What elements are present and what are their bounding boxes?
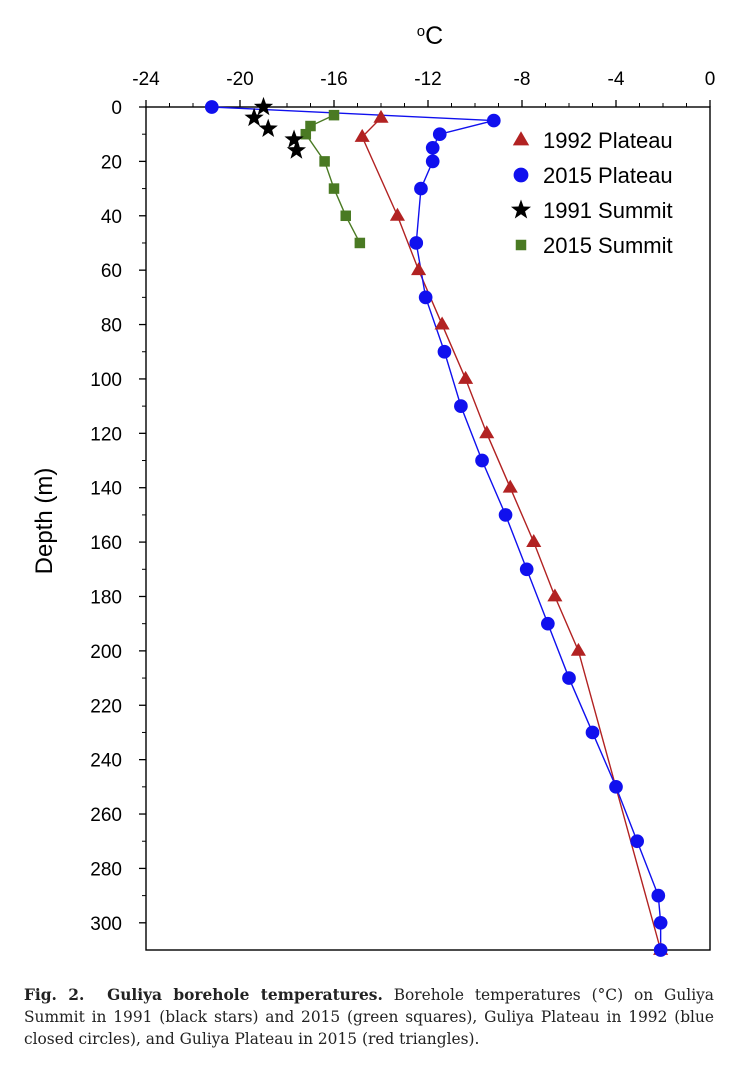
y-tick-label: 180 bbox=[90, 587, 122, 608]
data-point bbox=[425, 154, 440, 169]
data-point bbox=[498, 508, 513, 522]
x-tick-label: 0 bbox=[705, 69, 716, 90]
y-tick-label: 260 bbox=[90, 805, 122, 826]
data-point bbox=[389, 207, 406, 221]
data-point bbox=[515, 239, 527, 251]
series-line bbox=[304, 114, 361, 244]
data-point bbox=[411, 262, 427, 276]
data-point bbox=[502, 479, 518, 493]
data-point bbox=[319, 156, 330, 167]
y-tick-label: 60 bbox=[101, 261, 122, 282]
data-point bbox=[286, 140, 307, 159]
legend-label: 2015 Summit bbox=[543, 233, 673, 258]
x-tick-label: -24 bbox=[132, 69, 160, 90]
data-point bbox=[434, 316, 450, 330]
caption-text: Borehole temperatures (°C) on Guliya Sum… bbox=[24, 986, 714, 1048]
y-tick-label: 220 bbox=[90, 696, 122, 717]
legend: 1992 Plateau 2015 Plateau 1991 Summit 2015 … bbox=[510, 128, 673, 258]
data-point bbox=[609, 779, 623, 794]
y-tick-label: 40 bbox=[101, 207, 122, 228]
y-tick-label: 0 bbox=[111, 98, 122, 119]
data-point bbox=[328, 183, 340, 194]
data-point bbox=[305, 120, 316, 132]
x-axis-label: oC bbox=[417, 22, 443, 50]
caption-title: Guliya borehole temperatures. bbox=[107, 986, 383, 1004]
data-point bbox=[526, 534, 542, 548]
y-tick-label: 140 bbox=[90, 479, 122, 500]
y-tick-label: 100 bbox=[90, 370, 122, 391]
data-point bbox=[418, 290, 433, 305]
data-point bbox=[454, 399, 468, 413]
data-point bbox=[458, 370, 474, 384]
data-point bbox=[653, 943, 668, 957]
y-tick-label: 240 bbox=[90, 751, 122, 772]
data-point bbox=[414, 181, 428, 196]
data-point bbox=[510, 199, 532, 219]
data-point bbox=[547, 588, 563, 602]
data-point bbox=[570, 642, 586, 656]
data-point bbox=[585, 725, 600, 740]
data-point bbox=[425, 140, 440, 155]
y-tick-label: 200 bbox=[90, 642, 122, 663]
x-tick-label: -20 bbox=[226, 69, 253, 90]
data-point bbox=[653, 915, 668, 930]
y-tick-label: 80 bbox=[101, 316, 122, 337]
data-point bbox=[300, 128, 312, 140]
axes: -24 -20 -16 -12 -8 -4 0 0 20 40 60 80 100 120 140 160 18… bbox=[90, 69, 716, 951]
y-tick-label: 160 bbox=[90, 533, 122, 554]
data-point bbox=[253, 96, 274, 116]
data-point bbox=[409, 236, 424, 250]
figure-caption: Fig. 2. Guliya borehole temperatures. Bo… bbox=[24, 984, 714, 1050]
x-tick-label: -4 bbox=[608, 69, 625, 90]
legend-label: 2015 Plateau bbox=[543, 163, 673, 188]
data-point bbox=[630, 834, 644, 849]
data-point bbox=[651, 888, 666, 903]
data-point bbox=[354, 128, 370, 142]
data-point bbox=[437, 344, 452, 359]
y-tick-label: 120 bbox=[90, 424, 122, 445]
data-point bbox=[204, 100, 219, 114]
borehole-temperature-chart: -24 -20 -16 -12 -8 -4 0 0 20 40 60 80 100 120 140 160 18… bbox=[31, 22, 716, 957]
data-point bbox=[258, 118, 278, 137]
legend-label: 1991 Summit bbox=[543, 198, 673, 223]
data-point bbox=[512, 131, 530, 146]
data-point bbox=[340, 210, 351, 222]
data-point bbox=[479, 425, 495, 439]
data-point bbox=[513, 167, 529, 183]
y-tick-label: 20 bbox=[101, 152, 122, 173]
data-point bbox=[562, 671, 576, 685]
x-tick-label: -16 bbox=[320, 69, 347, 90]
series-line bbox=[361, 117, 662, 951]
data-point bbox=[354, 237, 366, 249]
x-tick-label: -8 bbox=[514, 69, 531, 90]
y-tick-label: 300 bbox=[90, 914, 122, 935]
series-markers bbox=[204, 96, 669, 957]
data-point bbox=[475, 453, 489, 468]
legend-label: 1992 Plateau bbox=[543, 128, 673, 153]
y-axis-label: Depth (m) bbox=[31, 468, 58, 575]
data-point bbox=[373, 109, 389, 123]
x-tick-label: -12 bbox=[414, 69, 441, 90]
data-point bbox=[541, 616, 555, 631]
y-tick-label: 280 bbox=[90, 859, 122, 880]
data-point bbox=[486, 113, 501, 128]
data-point bbox=[432, 127, 447, 142]
data-point bbox=[244, 107, 264, 127]
caption-label: Fig. 2. bbox=[24, 986, 85, 1004]
data-point bbox=[284, 129, 304, 148]
data-point bbox=[519, 562, 534, 577]
data-point bbox=[328, 109, 340, 121]
